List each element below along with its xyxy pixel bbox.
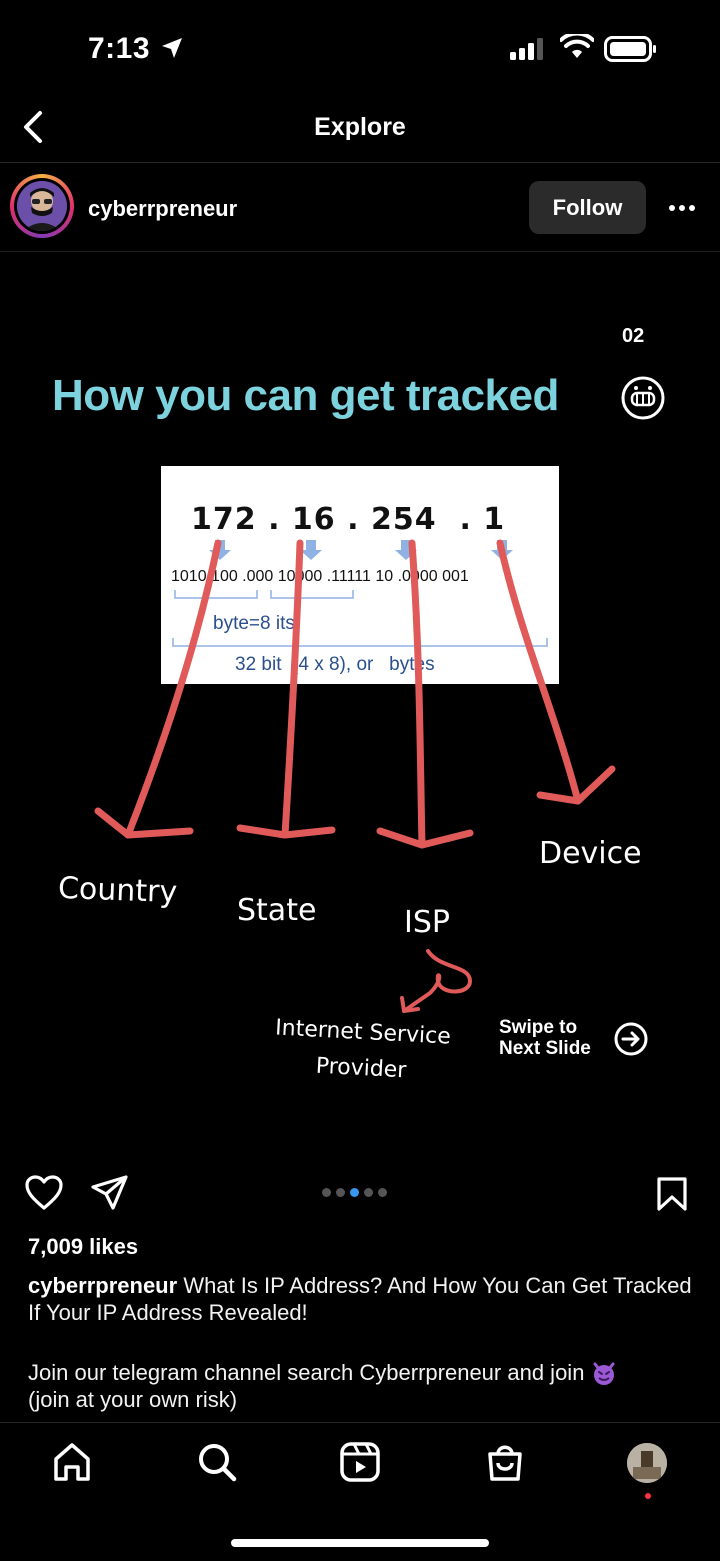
- send-icon[interactable]: [90, 1174, 130, 1212]
- carousel-dot: [322, 1188, 331, 1197]
- label-isp-full: Internet Service Provider: [270, 1010, 454, 1091]
- carousel-dot: [336, 1188, 345, 1197]
- profile-avatar[interactable]: [627, 1443, 667, 1483]
- ip-byte-note: byte=8 its: [213, 613, 295, 634]
- home-icon[interactable]: [52, 1441, 92, 1483]
- nav-header: Explore: [0, 95, 720, 163]
- ip-total-note: 32 bit (4 x 8), or bytes: [235, 654, 435, 675]
- bottom-tab-bar: [0, 1422, 720, 1561]
- caption-text: What Is IP Address? And How You Can Get …: [28, 1273, 692, 1325]
- caption-line3: (join at your own risk): [28, 1387, 238, 1412]
- notification-dot: [645, 1493, 651, 1499]
- status-time: 7:13: [88, 32, 151, 65]
- devil-emoji-icon: [593, 1362, 615, 1385]
- more-horizontal-icon[interactable]: [666, 194, 698, 222]
- search-icon[interactable]: [196, 1441, 238, 1483]
- cellular-signal-icon: [510, 38, 543, 60]
- location-arrow-icon: [162, 38, 182, 58]
- avatar-image: [17, 181, 67, 231]
- profile-avatar-image: [627, 1443, 667, 1483]
- wifi-icon: [560, 34, 594, 58]
- slide-number: 02: [622, 325, 645, 347]
- status-bar: 7:13: [0, 0, 720, 92]
- follow-button[interactable]: Follow: [529, 181, 646, 234]
- home-indicator: [231, 1539, 489, 1547]
- carousel-dot: [378, 1188, 387, 1197]
- battery-icon: [604, 36, 656, 62]
- caption-line2: Join our telegram channel search Cyberrp…: [28, 1360, 585, 1385]
- page-title: Explore: [314, 113, 406, 141]
- post-slide-image[interactable]: 02 How you can get tracked 172 . 16 . 25…: [0, 253, 720, 1153]
- carousel-dot: [364, 1188, 373, 1197]
- carousel-indicator: [322, 1184, 392, 1202]
- swipe-line1: Swipe to: [499, 1017, 578, 1038]
- arrow-right-circle-icon[interactable]: [613, 1021, 649, 1057]
- label-isp: ISP: [404, 905, 450, 940]
- post-actions: [0, 1168, 720, 1218]
- avatar[interactable]: [10, 174, 74, 238]
- shop-icon[interactable]: [484, 1441, 526, 1483]
- chevron-left-icon[interactable]: [18, 109, 50, 145]
- label-country: Country: [57, 870, 178, 911]
- likes-count[interactable]: 7,009 likes: [28, 1234, 139, 1259]
- label-device: Device: [539, 836, 642, 871]
- swipe-hint: Swipe to Next Slide: [499, 1017, 591, 1059]
- bookmark-icon[interactable]: [656, 1176, 688, 1212]
- ip-decimal: 172 . 16 . 254 . 1: [191, 502, 506, 537]
- grimace-emoji-icon: [621, 376, 665, 420]
- ip-address-diagram: 172 . 16 . 254 . 1 1010 100 .000 10000 .…: [161, 466, 559, 684]
- label-state: State: [237, 893, 317, 928]
- carousel-dot-active: [350, 1188, 359, 1197]
- swipe-line2: Next Slide: [499, 1038, 591, 1059]
- ip-binary: 1010 100 .000 10000 .11111 10 .0000 001: [171, 568, 469, 585]
- post-username[interactable]: cyberrpreneur: [88, 196, 238, 221]
- reels-icon[interactable]: [339, 1441, 381, 1483]
- slide-headline: How you can get tracked: [52, 371, 559, 420]
- post-caption: cyberrpreneur What Is IP Address? And Ho…: [28, 1272, 698, 1326]
- caption-username[interactable]: cyberrpreneur: [28, 1273, 178, 1298]
- post-caption-extra: Join our telegram channel search Cyberrp…: [28, 1359, 698, 1413]
- post-header: cyberrpreneur Follow: [0, 164, 720, 252]
- heart-icon[interactable]: [24, 1174, 64, 1212]
